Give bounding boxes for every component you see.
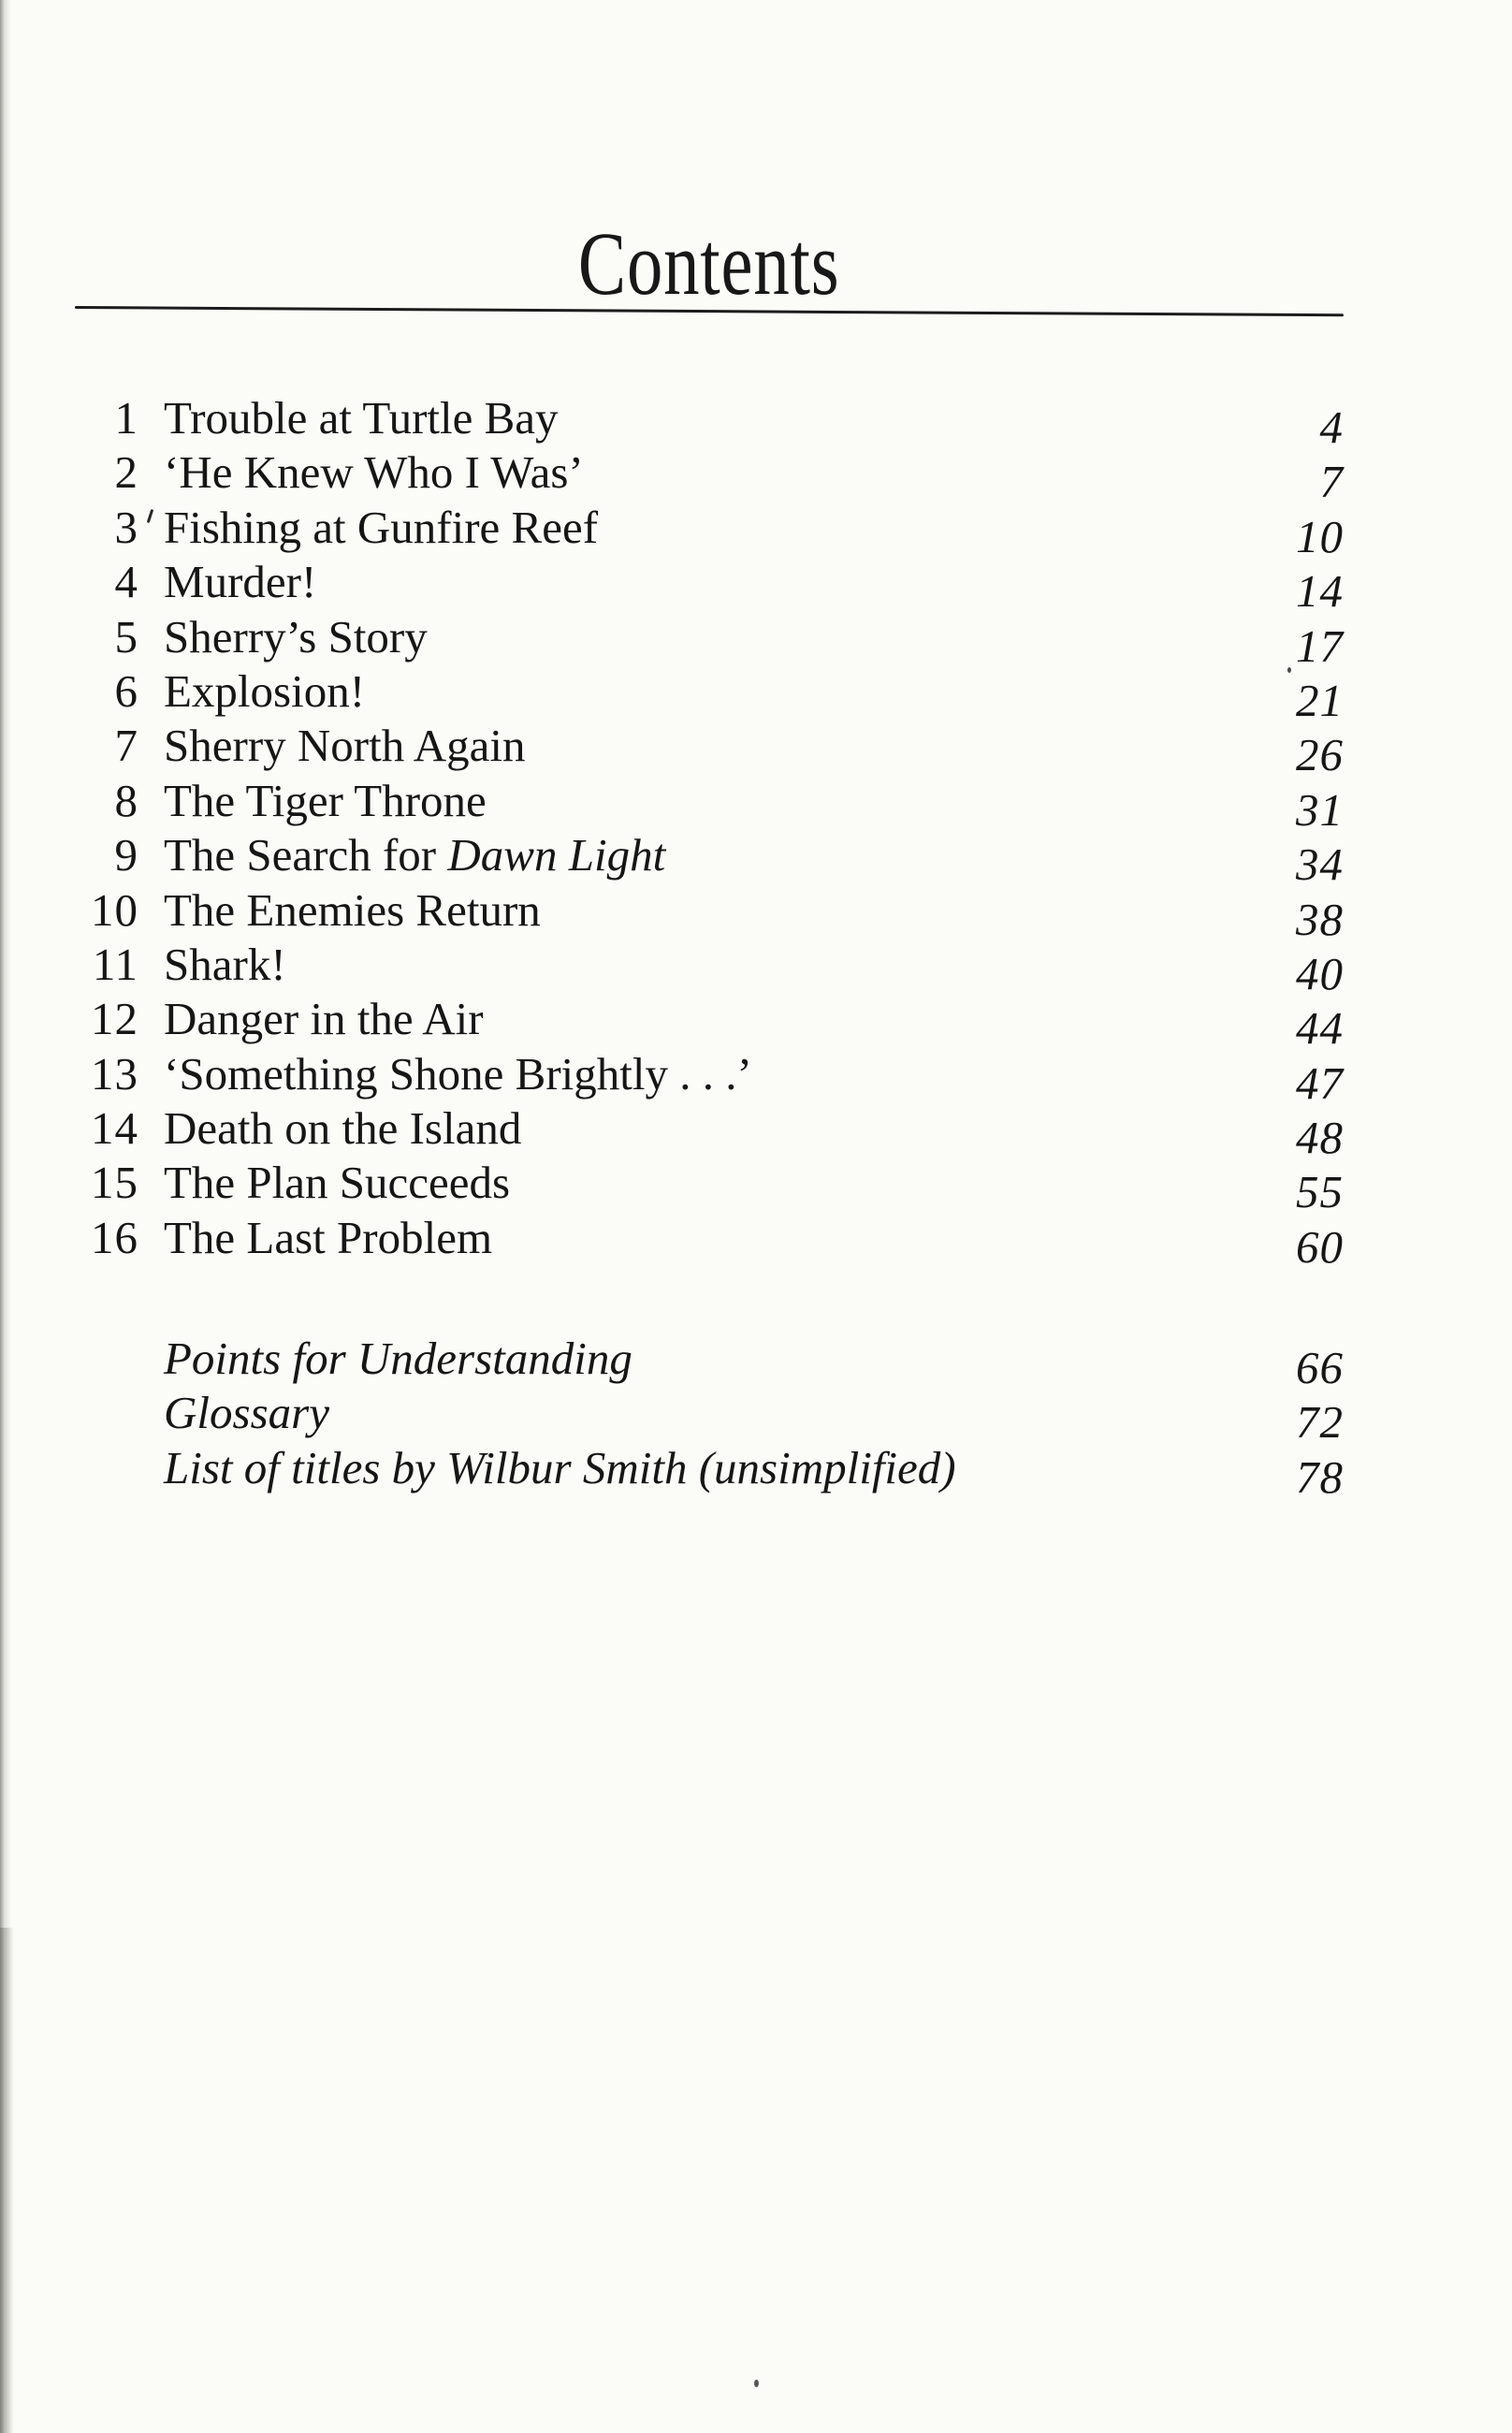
toc-row: 9 The Search for Dawn Light 34 [75, 828, 1344, 890]
toc-list: 1 Trouble at Turtle Bay 4 2 ‘He Knew Who I W… [75, 391, 1344, 1273]
page-number: 47 [1296, 1056, 1344, 1109]
toc-row: 8 The Tiger Throne 31 [75, 774, 1344, 836]
toc-row: 7 Sherry North Again 26 [75, 719, 1344, 780]
chapter-title: Fishing at Gunfire Reef [164, 501, 599, 553]
chapter-number: 8 [114, 774, 138, 826]
page-number: 7 [1319, 456, 1344, 508]
backmatter-page-number: 78 [1296, 1450, 1344, 1503]
chapter-number: 5 [114, 610, 138, 663]
toc-row: 10 The Enemies Return 38 [75, 883, 1344, 945]
toc-row: 2 ‘He Knew Who I Was’ 7 [75, 445, 1344, 507]
toc-row: 3 Fishing at Gunfire Reef 10 [75, 501, 1344, 562]
chapter-title: Trouble at Turtle Bay [164, 392, 559, 444]
page-number: 60 [1296, 1220, 1344, 1273]
chapter-title: Sherry’s Story [164, 610, 428, 663]
page-number: 10 [1296, 510, 1344, 562]
backmatter-row: List of titles by Wilbur Smith (unsimpli… [75, 1441, 1344, 1503]
page-title-text: Contents [578, 213, 840, 313]
toc-row: 16 The Last Problem 60 [75, 1211, 1344, 1273]
chapter-title: ‘Something Shone Brightly . . .’ [164, 1047, 752, 1100]
scan-speck [754, 2380, 759, 2387]
backmatter-title: Glossary [164, 1387, 329, 1439]
toc-row: 13 ‘Something Shone Brightly . . .’ 47 [75, 1047, 1344, 1109]
chapter-number: 12 [91, 993, 138, 1045]
chapter-number: 15 [91, 1157, 138, 1209]
toc-row: 5 Sherry’s Story 17 [75, 610, 1344, 672]
page-number: 40 [1296, 947, 1344, 999]
chapter-title: The Tiger Throne [164, 774, 487, 826]
page-number: 34 [1296, 838, 1344, 891]
toc-row: 6 Explosion! 21 [75, 664, 1344, 726]
toc-row: 1 Trouble at Turtle Bay 4 [75, 391, 1344, 453]
backmatter-title: List of titles by Wilbur Smith (unsimpli… [164, 1441, 956, 1493]
chapter-title: Shark! [164, 938, 286, 990]
page-number: 4 [1319, 401, 1344, 453]
toc-row: 11 Shark! 40 [75, 938, 1344, 999]
backmatter-row: Glossary 72 [75, 1386, 1344, 1448]
chapter-number: 14 [91, 1102, 138, 1155]
chapter-number: 4 [114, 556, 138, 608]
backmatter-page-number: 66 [1296, 1342, 1344, 1393]
chapter-number: 16 [91, 1211, 138, 1263]
backmatter-title: Points for Understanding [164, 1333, 632, 1384]
toc-row: 15 The Plan Succeeds 55 [75, 1156, 1344, 1217]
chapter-title: The Last Problem [164, 1211, 493, 1263]
toc-row: 14 Death on the Island 48 [75, 1101, 1344, 1163]
page-number: 38 [1296, 893, 1344, 945]
page-number: 14 [1296, 565, 1344, 618]
page-number: 21 [1185, 666, 1344, 728]
chapter-title: The Plan Succeeds [164, 1157, 511, 1209]
chapter-title: Sherry North Again [164, 720, 526, 772]
chapter-title: The Search for Dawn Light [164, 829, 666, 881]
chapter-number: 1 [114, 392, 138, 444]
toc-row: 4 Murder! 14 [75, 555, 1344, 617]
chapter-title-italic: Dawn Light [447, 829, 666, 881]
page-number: 26 [1296, 729, 1344, 781]
page-number: 31 [1296, 783, 1344, 836]
page-number: 48 [1296, 1112, 1344, 1164]
scanned-page-left-edge [0, 0, 14, 2433]
chapter-number: 2 [114, 446, 138, 499]
chapter-number: 9 [114, 829, 138, 881]
chapter-number: 3 [114, 501, 138, 553]
page-number: 44 [1296, 1002, 1344, 1055]
chapter-title: Explosion! [164, 664, 366, 717]
chapter-number: 13 [91, 1047, 138, 1100]
backmatter-row: Points for Understanding 66 [75, 1332, 1344, 1393]
chapter-title: ‘He Knew Who I Was’ [164, 446, 584, 499]
backmatter-page-number: 72 [1296, 1396, 1344, 1449]
page-number: 55 [1296, 1166, 1344, 1218]
chapter-title: Murder! [164, 556, 317, 608]
backmatter-list: Points for Understanding 66 Glossary 72 List… [75, 1332, 1344, 1503]
chapter-title: Death on the Island [164, 1102, 522, 1155]
chapter-number: 11 [92, 938, 138, 990]
chapter-number: 7 [114, 720, 138, 772]
chapter-title: The Enemies Return [164, 883, 541, 936]
chapter-title: Danger in the Air [164, 993, 484, 1045]
chapter-number: 6 [114, 664, 138, 717]
toc-row: 12 Danger in the Air 44 [75, 992, 1344, 1054]
page-title: Contents [75, 219, 1344, 309]
chapter-number: 10 [91, 883, 138, 936]
page-number: 17 [1296, 619, 1344, 672]
